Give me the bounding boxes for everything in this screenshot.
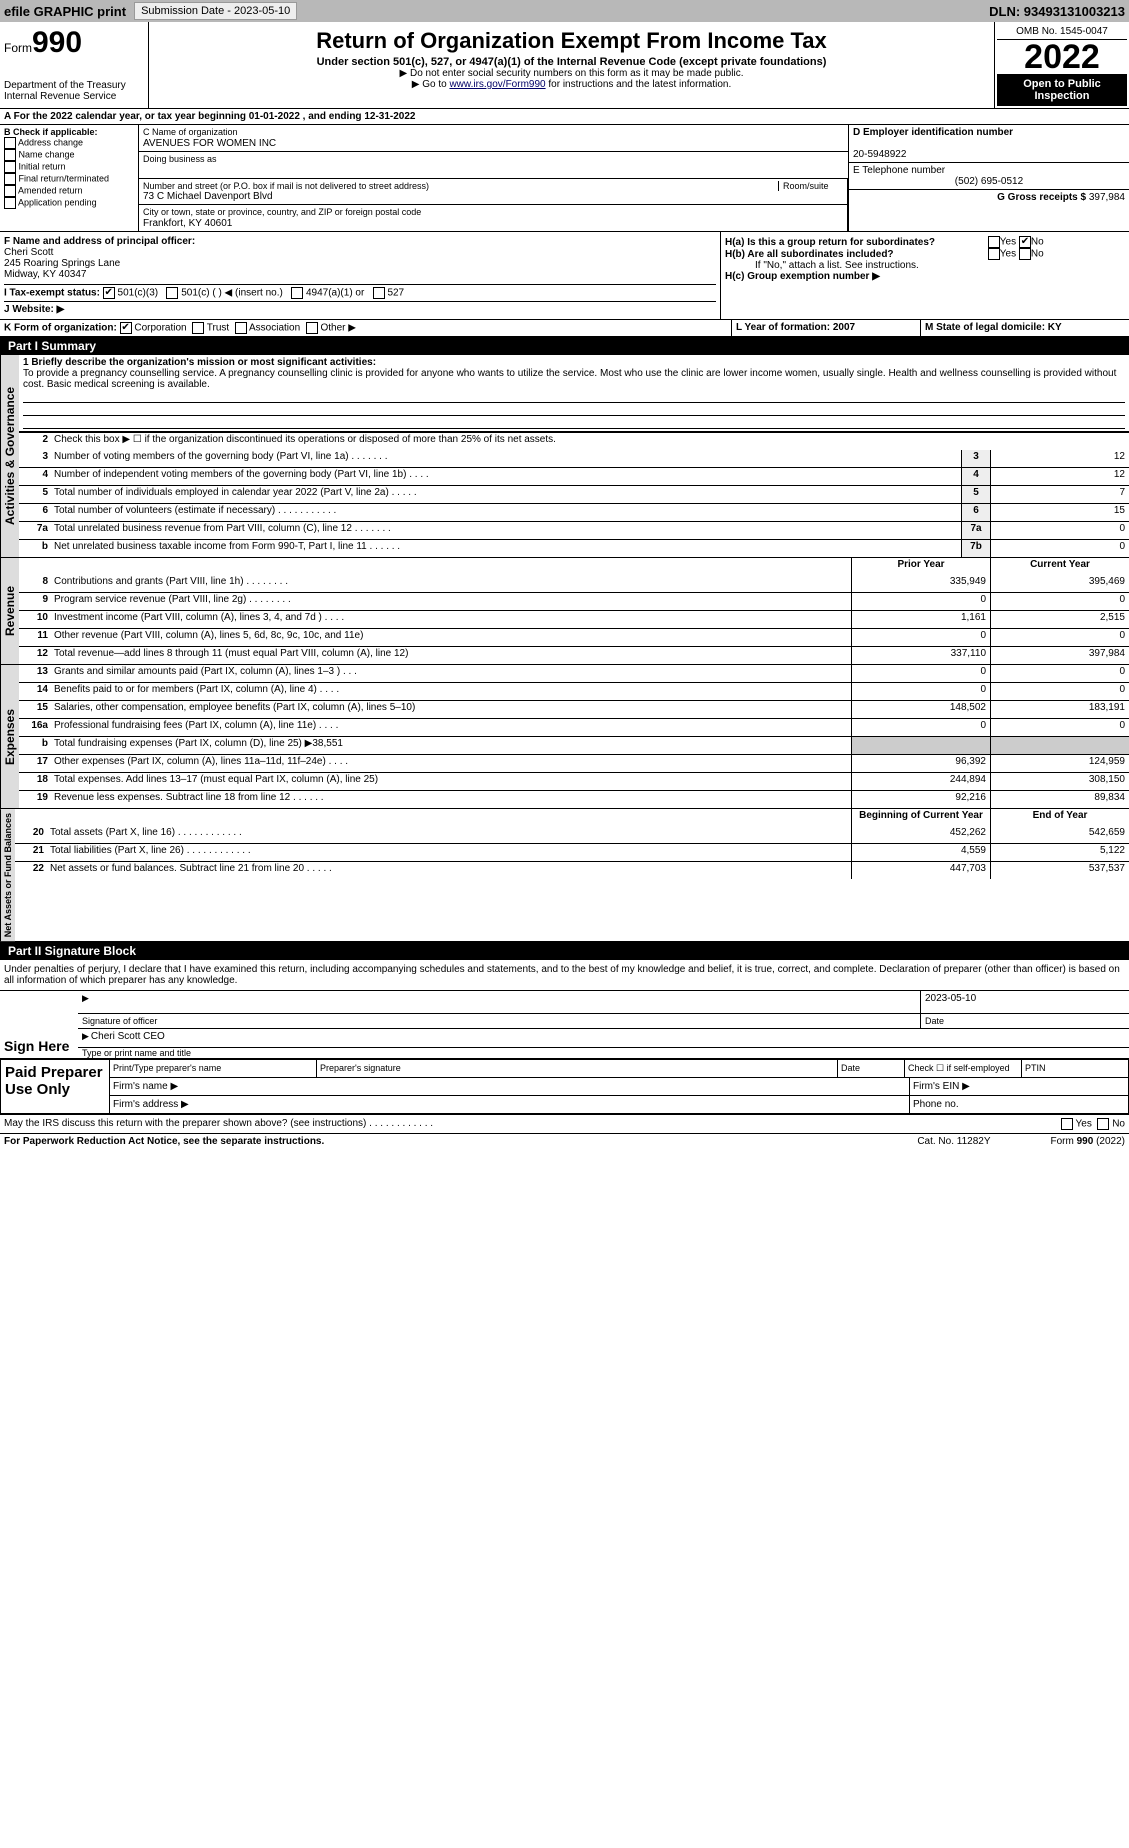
part2-header: Part II Signature Block [0, 942, 1129, 960]
principal-officer: F Name and address of principal officer:… [4, 236, 716, 280]
governance-tab: Activities & Governance [0, 355, 19, 557]
hb-yes-checkbox[interactable] [988, 248, 1000, 260]
state-domicile: M State of legal domicile: KY [921, 320, 1129, 336]
section-fhi: F Name and address of principal officer:… [0, 232, 1129, 320]
form-title: Return of Organization Exempt From Incom… [153, 28, 990, 54]
goto-note: ▶ Go to www.irs.gov/Form990 for instruct… [153, 79, 990, 90]
section-klm: K Form of organization: Corporation Trus… [0, 320, 1129, 337]
summary-expenses: Expenses 13Grants and similar amounts pa… [0, 665, 1129, 809]
other-checkbox[interactable] [306, 322, 318, 334]
row-a-taxyear: A For the 2022 calendar year, or tax yea… [0, 109, 1129, 125]
mission-block: 1 Briefly describe the organization's mi… [19, 355, 1129, 432]
tax-year: 2022 [997, 40, 1127, 74]
summary-governance: Activities & Governance 1 Briefly descri… [0, 355, 1129, 558]
tax-exempt-status: I Tax-exempt status: 501(c)(3) 501(c) ( … [4, 284, 716, 299]
phone-box: E Telephone number (502) 695-0512 [849, 163, 1129, 190]
501c3-checkbox[interactable] [103, 287, 115, 299]
name-change-checkbox[interactable] [4, 149, 16, 161]
summary-revenue: Revenue Prior YearCurrent Year 8Contribu… [0, 558, 1129, 665]
paid-preparer-block: Paid Preparer Use Only Print/Type prepar… [0, 1059, 1129, 1114]
page-footer: For Paperwork Reduction Act Notice, see … [0, 1134, 1129, 1149]
efile-label: efile GRAPHIC print [4, 4, 126, 19]
group-return-section: H(a) Is this a group return for subordin… [721, 232, 1129, 319]
street-address: 73 C Michael Davenport Blvd [143, 191, 273, 202]
ein-box: D Employer identification number 20-5948… [849, 125, 1129, 163]
open-inspection-badge: Open to Public Inspection [997, 74, 1127, 106]
527-checkbox[interactable] [373, 287, 385, 299]
amended-return-checkbox[interactable] [4, 185, 16, 197]
ha-no-checkbox[interactable] [1019, 236, 1031, 248]
signature-declaration: Under penalties of perjury, I declare th… [0, 960, 1129, 990]
col-b-checkboxes: B Check if applicable: Address change Na… [0, 125, 139, 231]
org-name-row: C Name of organization AVENUES FOR WOMEN… [139, 125, 848, 152]
gross-receipts-value: 397,984 [1089, 192, 1125, 203]
year-formation: L Year of formation: 2007 [732, 320, 921, 336]
website-row: J Website: ▶ [4, 301, 716, 315]
phone-value: (502) 695-0512 [853, 176, 1125, 187]
form-header: Form990 Department of the TreasuryIntern… [0, 22, 1129, 109]
dept-label: Department of the TreasuryInternal Reven… [4, 80, 144, 102]
summary-netassets: Net Assets or Fund Balances Beginning of… [0, 809, 1129, 942]
mission-text: To provide a pregnancy counselling servi… [23, 368, 1116, 390]
may-irs-discuss: May the IRS discuss this return with the… [0, 1114, 1129, 1134]
corp-checkbox[interactable] [120, 322, 132, 334]
org-name: AVENUES FOR WOMEN INC [143, 138, 276, 149]
501c-checkbox[interactable] [166, 287, 178, 299]
final-return-checkbox[interactable] [4, 173, 16, 185]
irs-link[interactable]: www.irs.gov/Form990 [449, 79, 545, 90]
address-change-checkbox[interactable] [4, 137, 16, 149]
part1-header: Part I Summary [0, 337, 1129, 355]
street-row: Number and street (or P.O. box if mail i… [139, 179, 847, 205]
discuss-yes-checkbox[interactable] [1061, 1118, 1073, 1130]
hb-no-checkbox[interactable] [1019, 248, 1031, 260]
city-state-zip: Frankfort, KY 40601 [143, 218, 232, 229]
officer-name-title: Cheri Scott CEO [78, 1029, 169, 1047]
application-pending-checkbox[interactable] [4, 197, 16, 209]
trust-checkbox[interactable] [192, 322, 204, 334]
dba-row: Doing business as [139, 152, 848, 179]
city-row: City or town, state or province, country… [139, 205, 847, 231]
dln-label: DLN: 93493131003213 [989, 4, 1125, 19]
submission-date-button[interactable]: Submission Date - 2023-05-10 [134, 2, 297, 20]
form-subtitle: Under section 501(c), 527, or 4947(a)(1)… [153, 56, 990, 68]
ha-yes-checkbox[interactable] [988, 236, 1000, 248]
ein-value: 20-5948922 [853, 149, 906, 160]
netassets-tab: Net Assets or Fund Balances [0, 809, 15, 941]
discuss-no-checkbox[interactable] [1097, 1118, 1109, 1130]
sig-date: 2023-05-10 [920, 991, 1129, 1013]
ssn-note: ▶ Do not enter social security numbers o… [153, 68, 990, 79]
expenses-tab: Expenses [0, 665, 19, 808]
revenue-tab: Revenue [0, 558, 19, 664]
section-bcdefg: B Check if applicable: Address change Na… [0, 125, 1129, 232]
4947-checkbox[interactable] [291, 287, 303, 299]
gross-receipts-box: G Gross receipts $ 397,984 [849, 190, 1129, 205]
assoc-checkbox[interactable] [235, 322, 247, 334]
efile-topbar: efile GRAPHIC print Submission Date - 20… [0, 0, 1129, 22]
form-number: Form990 [4, 26, 144, 60]
initial-return-checkbox[interactable] [4, 161, 16, 173]
sign-here-block: Sign Here 2023-05-10 Signature of office… [0, 990, 1129, 1059]
